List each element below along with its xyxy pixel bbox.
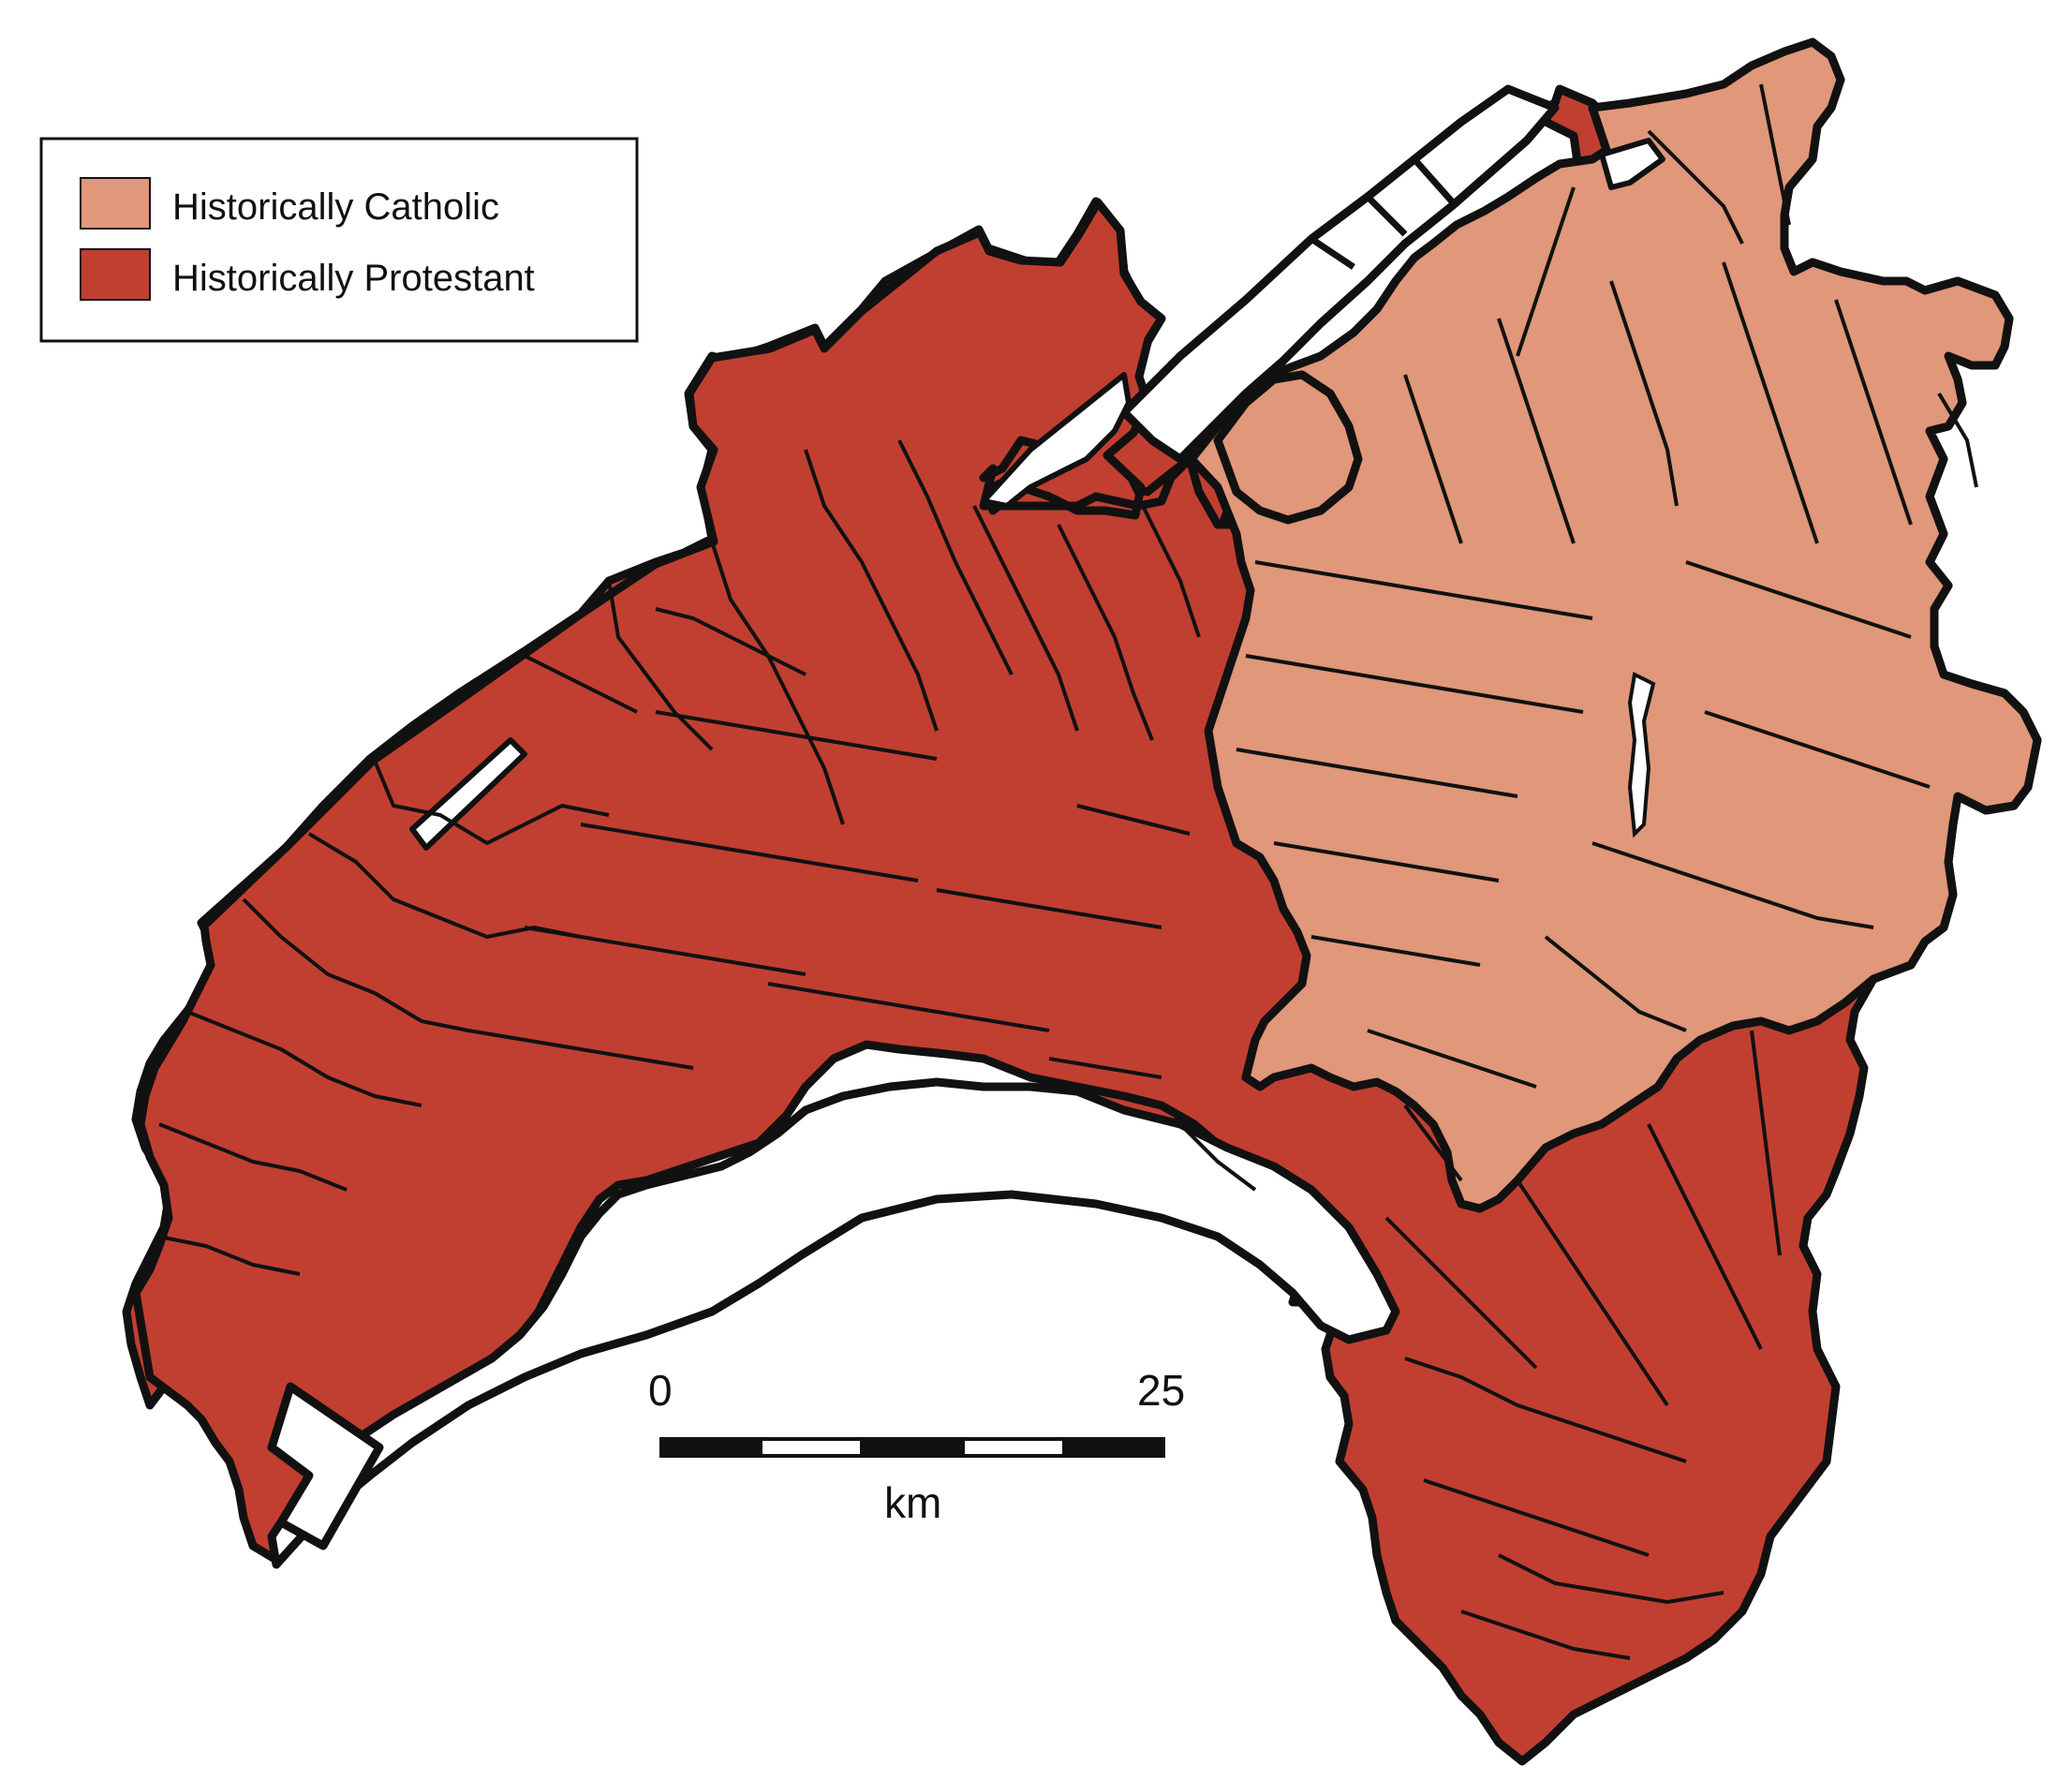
scale-end-label: 25 (1137, 1366, 1185, 1415)
commune-boundaries-catholic (1236, 83, 1978, 1182)
scale-bar: 0 25 km (648, 1366, 1185, 1527)
lake-gruyere (1627, 672, 1656, 838)
scale-bar-outline (659, 1437, 1165, 1458)
lac-de-joux (409, 737, 527, 851)
lake-geneva (267, 1077, 1400, 1569)
legend-swatch-catholic (80, 177, 151, 230)
legend-label-catholic: Historically Catholic (172, 186, 499, 228)
scale-start-label: 0 (648, 1366, 673, 1415)
legend-label-protestant: Historically Protestant (172, 258, 535, 299)
legend: Historically Catholic Historically Prote… (39, 137, 639, 343)
commune-boundaries-protestant (158, 186, 1782, 1660)
scale-bar-segment (965, 1441, 1062, 1454)
legend-box (39, 137, 639, 343)
lake-morat (1599, 138, 1665, 190)
legend-swatch-protestant (80, 248, 151, 301)
lake-strip-segment (1310, 156, 1455, 270)
scale-bar-segment (762, 1441, 860, 1454)
catholic-enclave (1213, 370, 1363, 525)
catholic-region (1187, 37, 2042, 1213)
scale-unit-label: km (884, 1478, 941, 1527)
lake-neuchatel (1119, 84, 1560, 464)
geneva-strip (267, 1382, 384, 1550)
lake-yverdon (981, 372, 1132, 509)
